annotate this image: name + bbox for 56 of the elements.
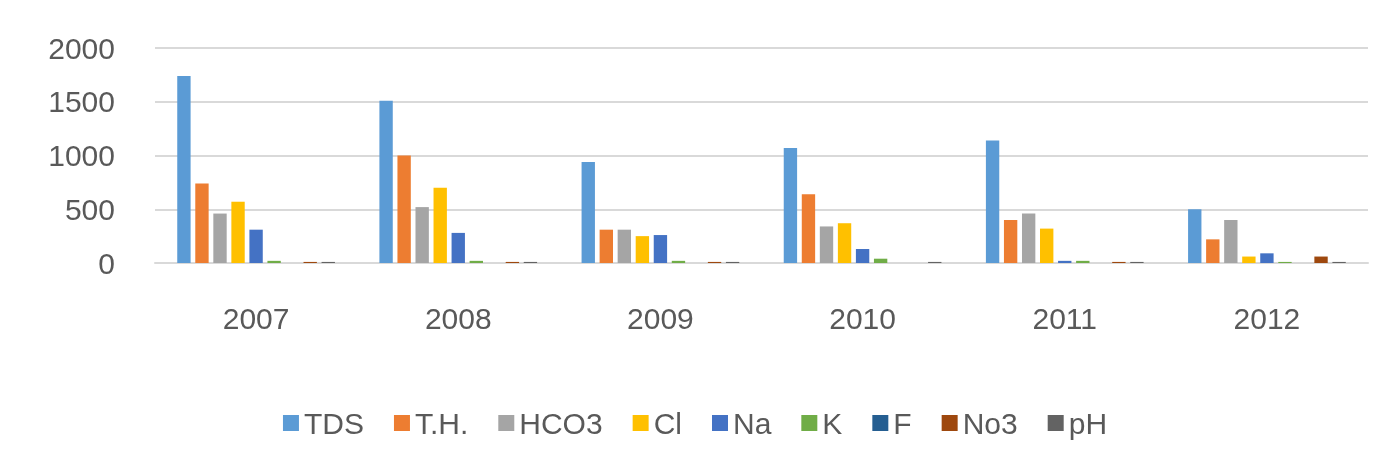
bar [379, 100, 393, 263]
x-tick-label: 2007 [222, 301, 290, 335]
bar [581, 161, 595, 263]
bar [213, 213, 227, 263]
bar [1076, 260, 1090, 263]
y-tick-label: 1500 [48, 85, 115, 119]
x-tick-label: 2008 [424, 301, 492, 335]
y-tick-label: 1000 [48, 139, 115, 172]
bar [1003, 220, 1018, 263]
bar [1188, 209, 1202, 263]
legend-label: T.H. [414, 406, 469, 440]
bar [599, 229, 613, 263]
bar [1260, 253, 1274, 263]
bar [1224, 220, 1238, 263]
y-tick-label: 0 [98, 246, 115, 280]
bar [671, 260, 686, 263]
bar [1058, 260, 1072, 263]
bar [451, 232, 465, 263]
bar [837, 223, 852, 263]
bar [1206, 239, 1220, 263]
bar [1040, 228, 1054, 263]
bar [267, 260, 281, 263]
x-tick-label: 2011 [1032, 301, 1098, 335]
bar [1314, 256, 1328, 263]
bar [985, 140, 1000, 263]
bar [1242, 256, 1256, 263]
legend-label: TDS [303, 406, 364, 440]
y-tick-label: 2000 [48, 31, 115, 65]
bar [231, 201, 245, 263]
bar [249, 229, 263, 263]
bar [1021, 213, 1036, 263]
bar [783, 147, 798, 263]
legend-label: No3 [962, 406, 1018, 440]
x-tick-label: 2010 [829, 301, 896, 335]
bar [801, 194, 816, 263]
bar [635, 236, 650, 263]
bar [617, 229, 632, 263]
x-tick-label: 2012 [1233, 301, 1301, 335]
bar [177, 75, 191, 263]
bar [433, 187, 447, 263]
bar [819, 226, 834, 263]
bar [195, 183, 209, 263]
x-tick-label: 2009 [627, 301, 694, 335]
bar [397, 155, 411, 263]
legend-label: pH [1068, 406, 1108, 440]
y-tick-label: 500 [64, 192, 115, 226]
legend-label: Na [732, 406, 772, 440]
bar [469, 260, 483, 263]
legend-label: HCO3 [519, 406, 603, 440]
bar [415, 207, 429, 263]
legend-label: F [893, 406, 912, 440]
bar [873, 258, 888, 263]
legend-label: Cl [653, 406, 682, 440]
bar [855, 249, 870, 263]
bar [653, 235, 668, 263]
legend-label: K [822, 406, 843, 440]
